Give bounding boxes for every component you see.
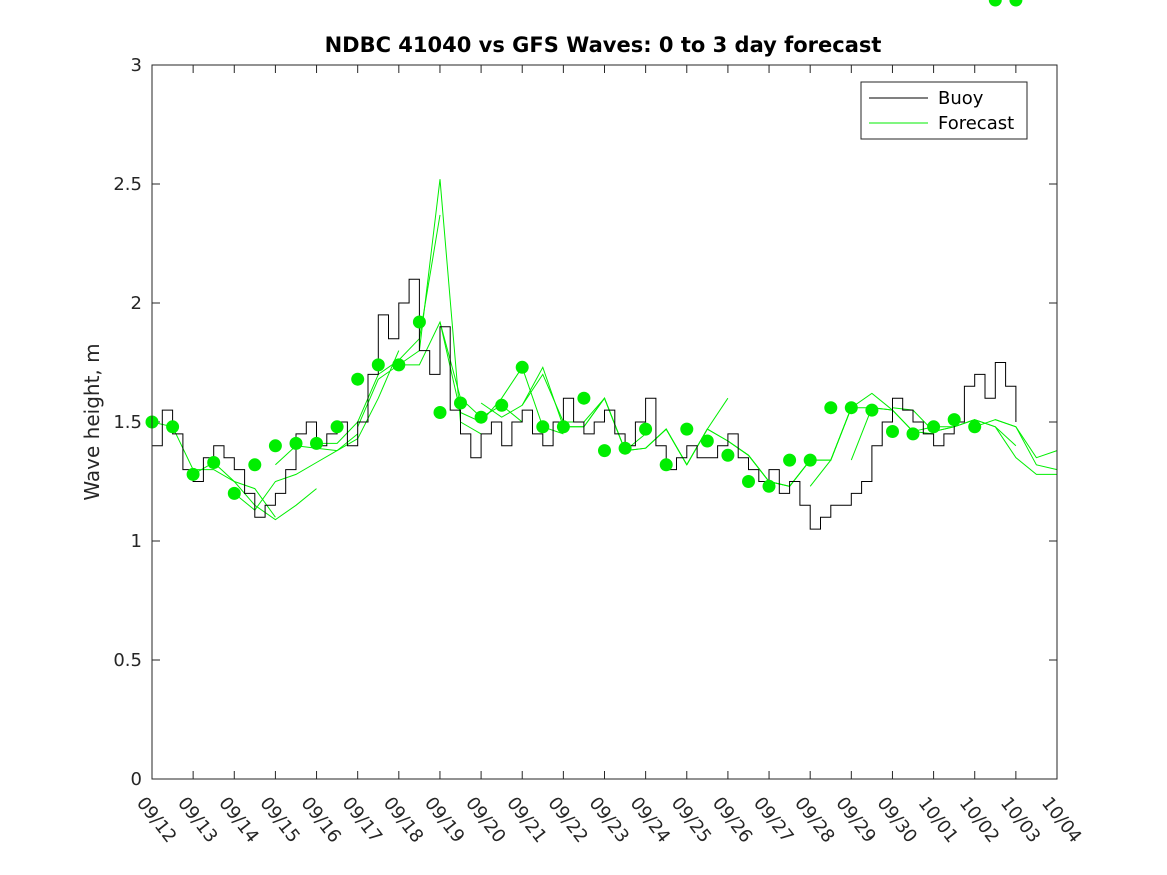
analysis-point [1009, 0, 1023, 7]
analysis-point [289, 436, 303, 450]
analysis-point [433, 406, 447, 419]
analysis-point [824, 401, 838, 415]
analysis-points [145, 0, 1023, 500]
analysis-point [412, 315, 426, 329]
analysis-point [556, 420, 570, 434]
analysis-point [927, 420, 941, 434]
plot-frame [151, 64, 1058, 780]
y-tick-label: 1 [131, 531, 142, 552]
analysis-point [166, 420, 180, 434]
analysis-point [207, 456, 221, 469]
analysis-point [886, 425, 899, 438]
y-tick-label: 2.5 [113, 174, 142, 195]
analysis-point [371, 358, 385, 372]
analysis-point [598, 444, 611, 458]
analysis-point [474, 410, 488, 424]
analysis-point [268, 439, 282, 453]
analysis-point [906, 427, 920, 441]
y-tick-label: 0.5 [113, 650, 142, 671]
analysis-point [515, 360, 529, 374]
legend-forecast-label: Forecast [938, 113, 1014, 134]
analysis-point [844, 401, 858, 415]
legend-buoy-label: Buoy [938, 88, 984, 109]
analysis-point [783, 453, 797, 467]
legend-box [860, 81, 1028, 140]
analysis-point [762, 479, 776, 493]
analysis-point [186, 467, 200, 481]
analysis-point [721, 448, 735, 462]
analysis-point [248, 458, 262, 472]
analysis-point [742, 475, 755, 488]
analysis-point [803, 453, 817, 467]
forecast-run-line [995, 419, 1058, 459]
y-axis: 0 0.5 1 1.5 2 2.5 3 [113, 55, 1057, 790]
analysis-point [577, 391, 591, 405]
analysis-point [310, 436, 323, 450]
analysis-point [700, 434, 714, 448]
analysis-point [351, 372, 365, 386]
analysis-point [454, 396, 467, 410]
y-axis-label: Wave height, m [80, 343, 104, 500]
analysis-point [659, 458, 673, 472]
analysis-point [227, 486, 241, 500]
analysis-point [968, 420, 982, 434]
analysis-point [618, 441, 632, 455]
analysis-point [495, 398, 509, 412]
analysis-point [865, 403, 879, 417]
analysis-point [330, 420, 344, 434]
legend: Buoy Forecast [860, 81, 1028, 140]
y-tick-label: 1.5 [113, 412, 142, 433]
analysis-point [988, 0, 1002, 7]
analysis-point [392, 358, 406, 372]
y-tick-label: 3 [131, 55, 142, 76]
analysis-point [536, 420, 550, 434]
chart-title: NDBC 41040 vs GFS Waves: 0 to 3 day fore… [325, 33, 882, 57]
analysis-point [639, 422, 653, 436]
analysis-point [947, 413, 961, 427]
y-tick-label: 2 [131, 293, 142, 314]
y-tick-label: 0 [131, 769, 142, 790]
analysis-point [680, 422, 694, 436]
